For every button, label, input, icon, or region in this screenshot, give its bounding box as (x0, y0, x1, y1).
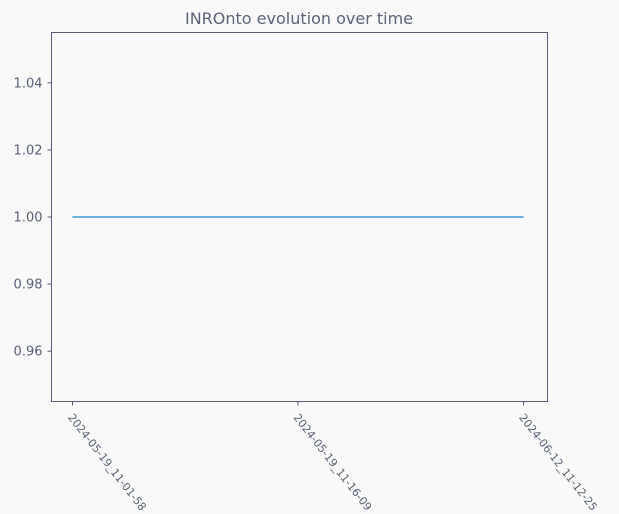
y-tick-label: 0.96 (14, 345, 43, 360)
y-tick-label: 1.02 (14, 143, 43, 158)
y-tick-label: 1.00 (14, 211, 43, 226)
chart-title: INROnto evolution over time (185, 9, 413, 28)
y-tick-label: 0.98 (14, 278, 43, 293)
y-tick-label: 1.04 (14, 76, 43, 91)
y-axis: 0.96 0.98 1.00 1.02 1.04 (14, 76, 52, 360)
